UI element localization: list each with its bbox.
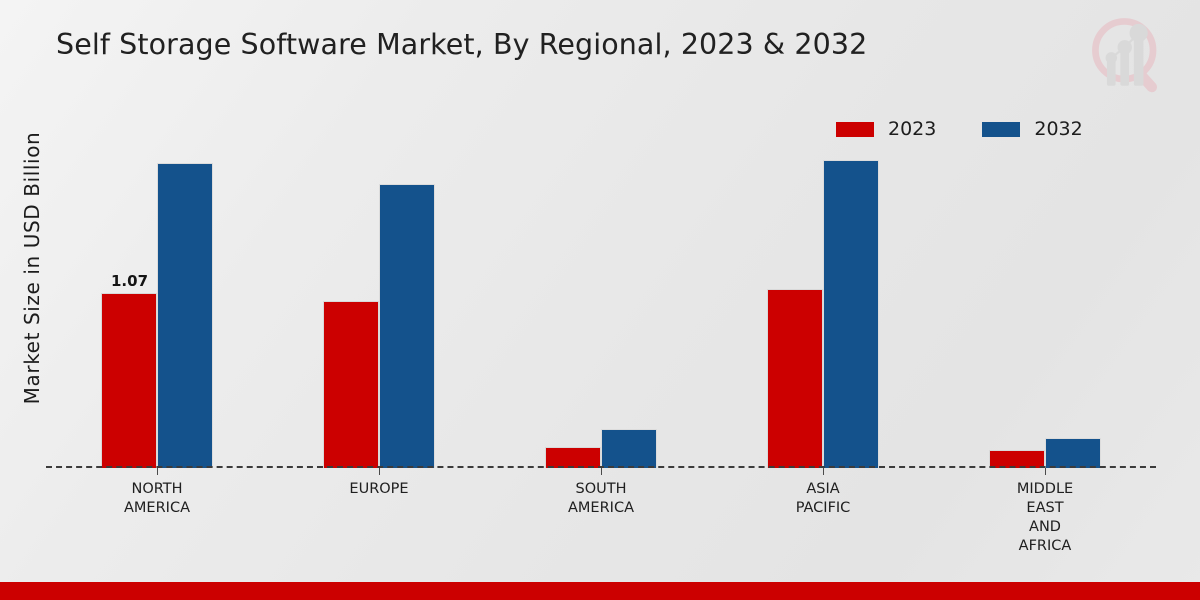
- category-label: ASIA PACIFIC: [796, 480, 851, 518]
- category-label-line: AFRICA: [1018, 538, 1072, 554]
- bar-pair: [46, 140, 268, 468]
- axis-tick: [601, 468, 602, 475]
- bar-2023[interactable]: [101, 292, 157, 468]
- bar-group: MIDDLE EAST AND AFRICA: [934, 140, 1156, 554]
- axis-tick: [823, 468, 824, 475]
- category-label: MIDDLE EAST AND AFRICA: [1017, 480, 1073, 556]
- bar-2023[interactable]: [545, 446, 601, 468]
- bar-pair: [268, 140, 490, 468]
- bar-pair: [934, 140, 1156, 468]
- category-label-line: AMERICA: [124, 500, 190, 516]
- axis-tick: [157, 468, 158, 475]
- legend-swatch-icon: [836, 121, 874, 137]
- legend-label: 2023: [888, 118, 937, 140]
- plot-area: NORTH AMERICA EUROPE SOUTH AMERICA ASIA PACIFI…: [46, 140, 1156, 554]
- bar-2032[interactable]: [823, 159, 879, 468]
- chart-title: Self Storage Software Market, By Regiona…: [56, 28, 868, 61]
- bar-pair: [490, 140, 712, 468]
- chart-legend: 2023 2032: [836, 118, 1083, 140]
- category-label-line: NORTH: [131, 481, 183, 497]
- bar-pair: [712, 140, 934, 468]
- legend-item-2032[interactable]: 2032: [982, 118, 1083, 140]
- bar-2023[interactable]: [989, 449, 1045, 468]
- bar-2032[interactable]: [379, 184, 435, 468]
- category-label-line: SOUTH: [575, 481, 627, 497]
- legend-swatch-icon: [982, 121, 1021, 137]
- axis-tick: [379, 468, 380, 475]
- bar-2023[interactable]: [767, 289, 823, 468]
- category-label: EUROPE: [349, 480, 408, 499]
- bar-group: SOUTH AMERICA: [490, 140, 712, 516]
- category-label-line: MIDDLE: [1016, 481, 1074, 497]
- axis-baseline: [46, 466, 1156, 468]
- category-label-line: PACIFIC: [795, 500, 851, 516]
- legend-item-2023[interactable]: 2023: [836, 118, 936, 140]
- magnifier-bar-chart-logo-icon: [1092, 18, 1158, 93]
- legend-label: 2032: [1034, 118, 1083, 140]
- bar-2032[interactable]: [601, 428, 657, 468]
- category-label-line: ASIA: [806, 481, 840, 497]
- bar-group: EUROPE: [268, 140, 490, 497]
- category-label: NORTH AMERICA: [124, 480, 190, 518]
- bar-group: ASIA PACIFIC: [712, 140, 934, 516]
- bar-value-label: 1.07: [111, 271, 149, 290]
- category-label-line: EUROPE: [349, 481, 409, 497]
- bar-group: NORTH AMERICA: [46, 140, 268, 516]
- axis-tick: [1045, 468, 1046, 475]
- category-label-line: AND: [1029, 519, 1061, 535]
- category-label-line: AMERICA: [568, 500, 634, 516]
- y-axis-title: Market Size in USD Billion: [20, 131, 44, 405]
- bar-2032[interactable]: [157, 162, 213, 468]
- category-label: SOUTH AMERICA: [568, 480, 634, 518]
- bar-2023[interactable]: [323, 300, 379, 468]
- category-label-line: EAST: [1026, 500, 1064, 516]
- bottom-accent-bar: [0, 582, 1200, 600]
- bar-2032[interactable]: [1045, 438, 1101, 468]
